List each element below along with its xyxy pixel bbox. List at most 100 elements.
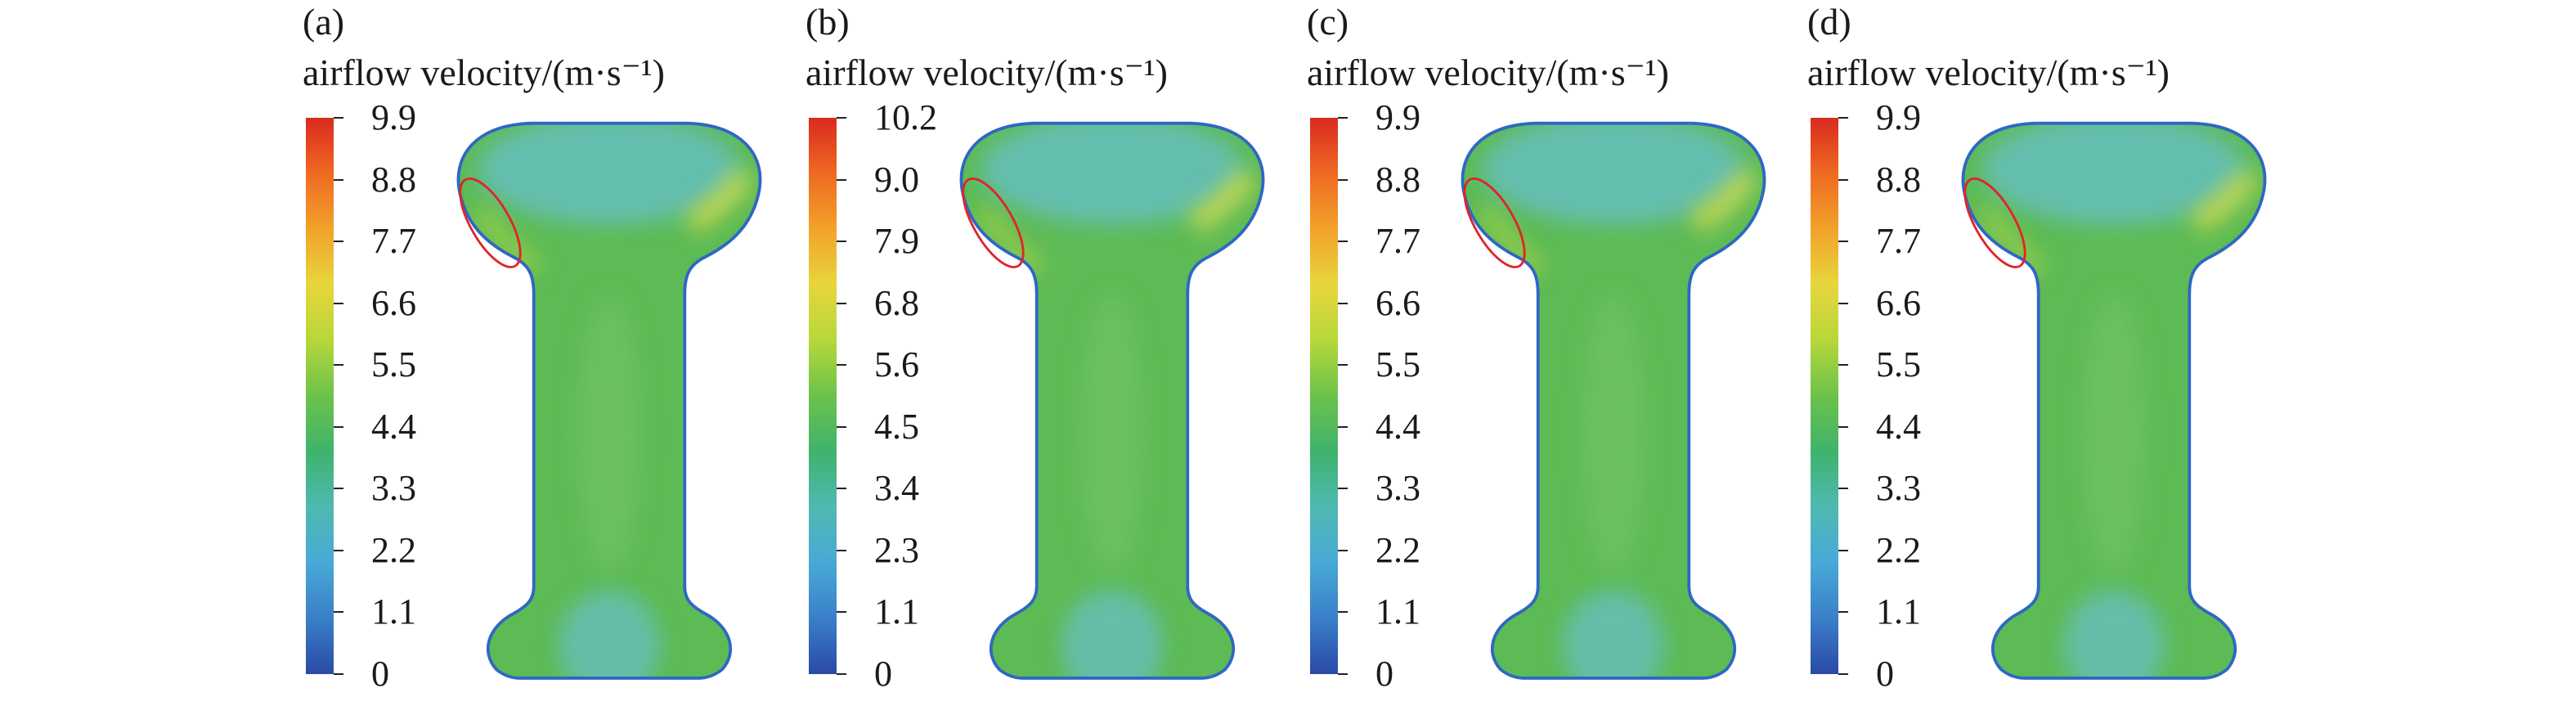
- annotation-ellipse: [459, 177, 522, 268]
- tick-label-3: 6.6: [371, 282, 416, 323]
- colorbar-tick: [837, 241, 846, 243]
- panel-b: (b) airflow velocity/(m·s⁻¹) 10.2 9.0 7.…: [806, 0, 1296, 706]
- head-low-velocity-zone: [1481, 123, 1746, 225]
- tick-label-5: 4.4: [1376, 406, 1420, 447]
- domain-wall: [959, 121, 1265, 680]
- colorbar-tick: [334, 117, 343, 119]
- core-stream: [2082, 294, 2146, 575]
- panel-label: (d): [1807, 1, 1851, 43]
- colorbar-tick: [334, 178, 343, 181]
- tick-label-9: 0: [1876, 654, 1894, 694]
- colorbar-tick: [1338, 425, 1348, 428]
- tick-label-7: 2.2: [1876, 529, 1921, 570]
- tick-label-9: 0: [1376, 654, 1393, 694]
- colorbar-tick: [1338, 549, 1348, 551]
- legend-title: airflow velocity/(m·s⁻¹): [1307, 52, 1669, 93]
- colorbar-tick: [1338, 117, 1348, 119]
- core-stream: [1582, 294, 1645, 575]
- tick-label-5: 4.5: [874, 406, 919, 447]
- tick-label-2: 7.9: [874, 221, 919, 262]
- tick-label-5: 4.4: [371, 406, 416, 447]
- annotation-ellipse: [1463, 177, 1526, 268]
- colorbar-tick: [334, 673, 343, 675]
- colorbar-tick: [1838, 611, 1848, 614]
- tick-label-9: 0: [874, 654, 892, 694]
- bottom-low-velocity-zone: [1061, 590, 1163, 678]
- panel-c: (c) airflow velocity/(m·s⁻¹) 9.9 8.8 7.7…: [1307, 0, 1797, 706]
- tick-label-2: 7.7: [371, 221, 416, 262]
- left-high-velocity-band: [473, 205, 542, 277]
- tick-label-1: 8.8: [371, 159, 416, 200]
- tick-label-0: 9.9: [1876, 97, 1921, 137]
- bottom-low-velocity-zone: [2063, 590, 2165, 678]
- head-low-velocity-zone: [980, 123, 1245, 225]
- colorbar-tick: [1338, 488, 1348, 490]
- colorbar-tick: [334, 488, 343, 490]
- velocity-contour: [1461, 121, 1766, 680]
- colorbar-tick: [1838, 302, 1848, 304]
- colorbar: [1310, 118, 1338, 674]
- left-high-velocity-band: [1477, 205, 1546, 277]
- tick-label-7: 2.3: [874, 529, 919, 570]
- right-high-velocity-band: [684, 168, 755, 234]
- tick-label-3: 6.6: [1376, 282, 1420, 323]
- annotation-ellipse: [962, 177, 1025, 268]
- tick-label-4: 5.5: [371, 344, 416, 385]
- tick-label-0: 9.9: [1376, 97, 1420, 137]
- colorbar-tick: [334, 364, 343, 366]
- tick-label-4: 5.5: [1876, 344, 1921, 385]
- tick-label-8: 1.1: [874, 591, 919, 632]
- field-group: [1462, 123, 1765, 678]
- tick-label-6: 3.3: [371, 468, 416, 509]
- colorbar-tick: [1838, 549, 1848, 551]
- legend-title: airflow velocity/(m·s⁻¹): [303, 52, 665, 93]
- colorbar-tick: [1338, 302, 1348, 304]
- tick-label-5: 4.4: [1876, 406, 1921, 447]
- colorbar-tick: [334, 241, 343, 243]
- colorbar-tick: [837, 673, 846, 675]
- tick-label-6: 3.3: [1376, 468, 1420, 509]
- colorbar-ticks: [1338, 117, 1353, 675]
- colorbar: [809, 118, 837, 674]
- colorbar-tick: [1838, 241, 1848, 243]
- colorbar-tick: [837, 302, 846, 304]
- colorbar-tick: [1838, 673, 1848, 675]
- tick-label-3: 6.6: [1876, 282, 1921, 323]
- colorbar-tick: [837, 549, 846, 551]
- colorbar: [1811, 118, 1838, 674]
- colorbar-tick: [1338, 673, 1348, 675]
- domain-wall: [1461, 121, 1766, 680]
- tick-label-4: 5.6: [874, 344, 919, 385]
- domain-wall: [456, 121, 762, 680]
- tick-label-2: 7.7: [1876, 221, 1921, 262]
- tick-label-1: 9.0: [874, 159, 919, 200]
- colorbar-tick: [837, 117, 846, 119]
- legend-title: airflow velocity/(m·s⁻¹): [1807, 52, 2170, 93]
- colorbar-ticks: [334, 117, 348, 675]
- colorbar-ticks: [1838, 117, 1853, 675]
- colorbar-tick: [837, 364, 846, 366]
- left-high-velocity-band: [1977, 205, 2047, 277]
- velocity-contour: [1961, 121, 2267, 680]
- tick-label-3: 6.8: [874, 282, 919, 323]
- right-high-velocity-band: [1689, 168, 1759, 234]
- velocity-contour: [959, 121, 1265, 680]
- tick-label-9: 0: [371, 654, 389, 694]
- tick-label-7: 2.2: [371, 529, 416, 570]
- colorbar: [306, 118, 334, 674]
- tick-label-7: 2.2: [1376, 529, 1420, 570]
- colorbar-tick: [1338, 364, 1348, 366]
- colorbar-tick: [334, 425, 343, 428]
- tick-label-8: 1.1: [1876, 591, 1921, 632]
- colorbar-tick: [837, 488, 846, 490]
- colorbar-tick: [1838, 425, 1848, 428]
- tick-label-4: 5.5: [1376, 344, 1420, 385]
- head-low-velocity-zone: [1981, 123, 2246, 225]
- panel-label: (c): [1307, 1, 1349, 43]
- panel-label: (b): [806, 1, 850, 43]
- colorbar-tick: [1838, 488, 1848, 490]
- legend-title: airflow velocity/(m·s⁻¹): [806, 52, 1168, 93]
- panel-d: (d) airflow velocity/(m·s⁻¹) 9.9 8.8 7.7…: [1807, 0, 2298, 706]
- panel-label: (a): [303, 1, 345, 43]
- colorbar-tick: [837, 178, 846, 181]
